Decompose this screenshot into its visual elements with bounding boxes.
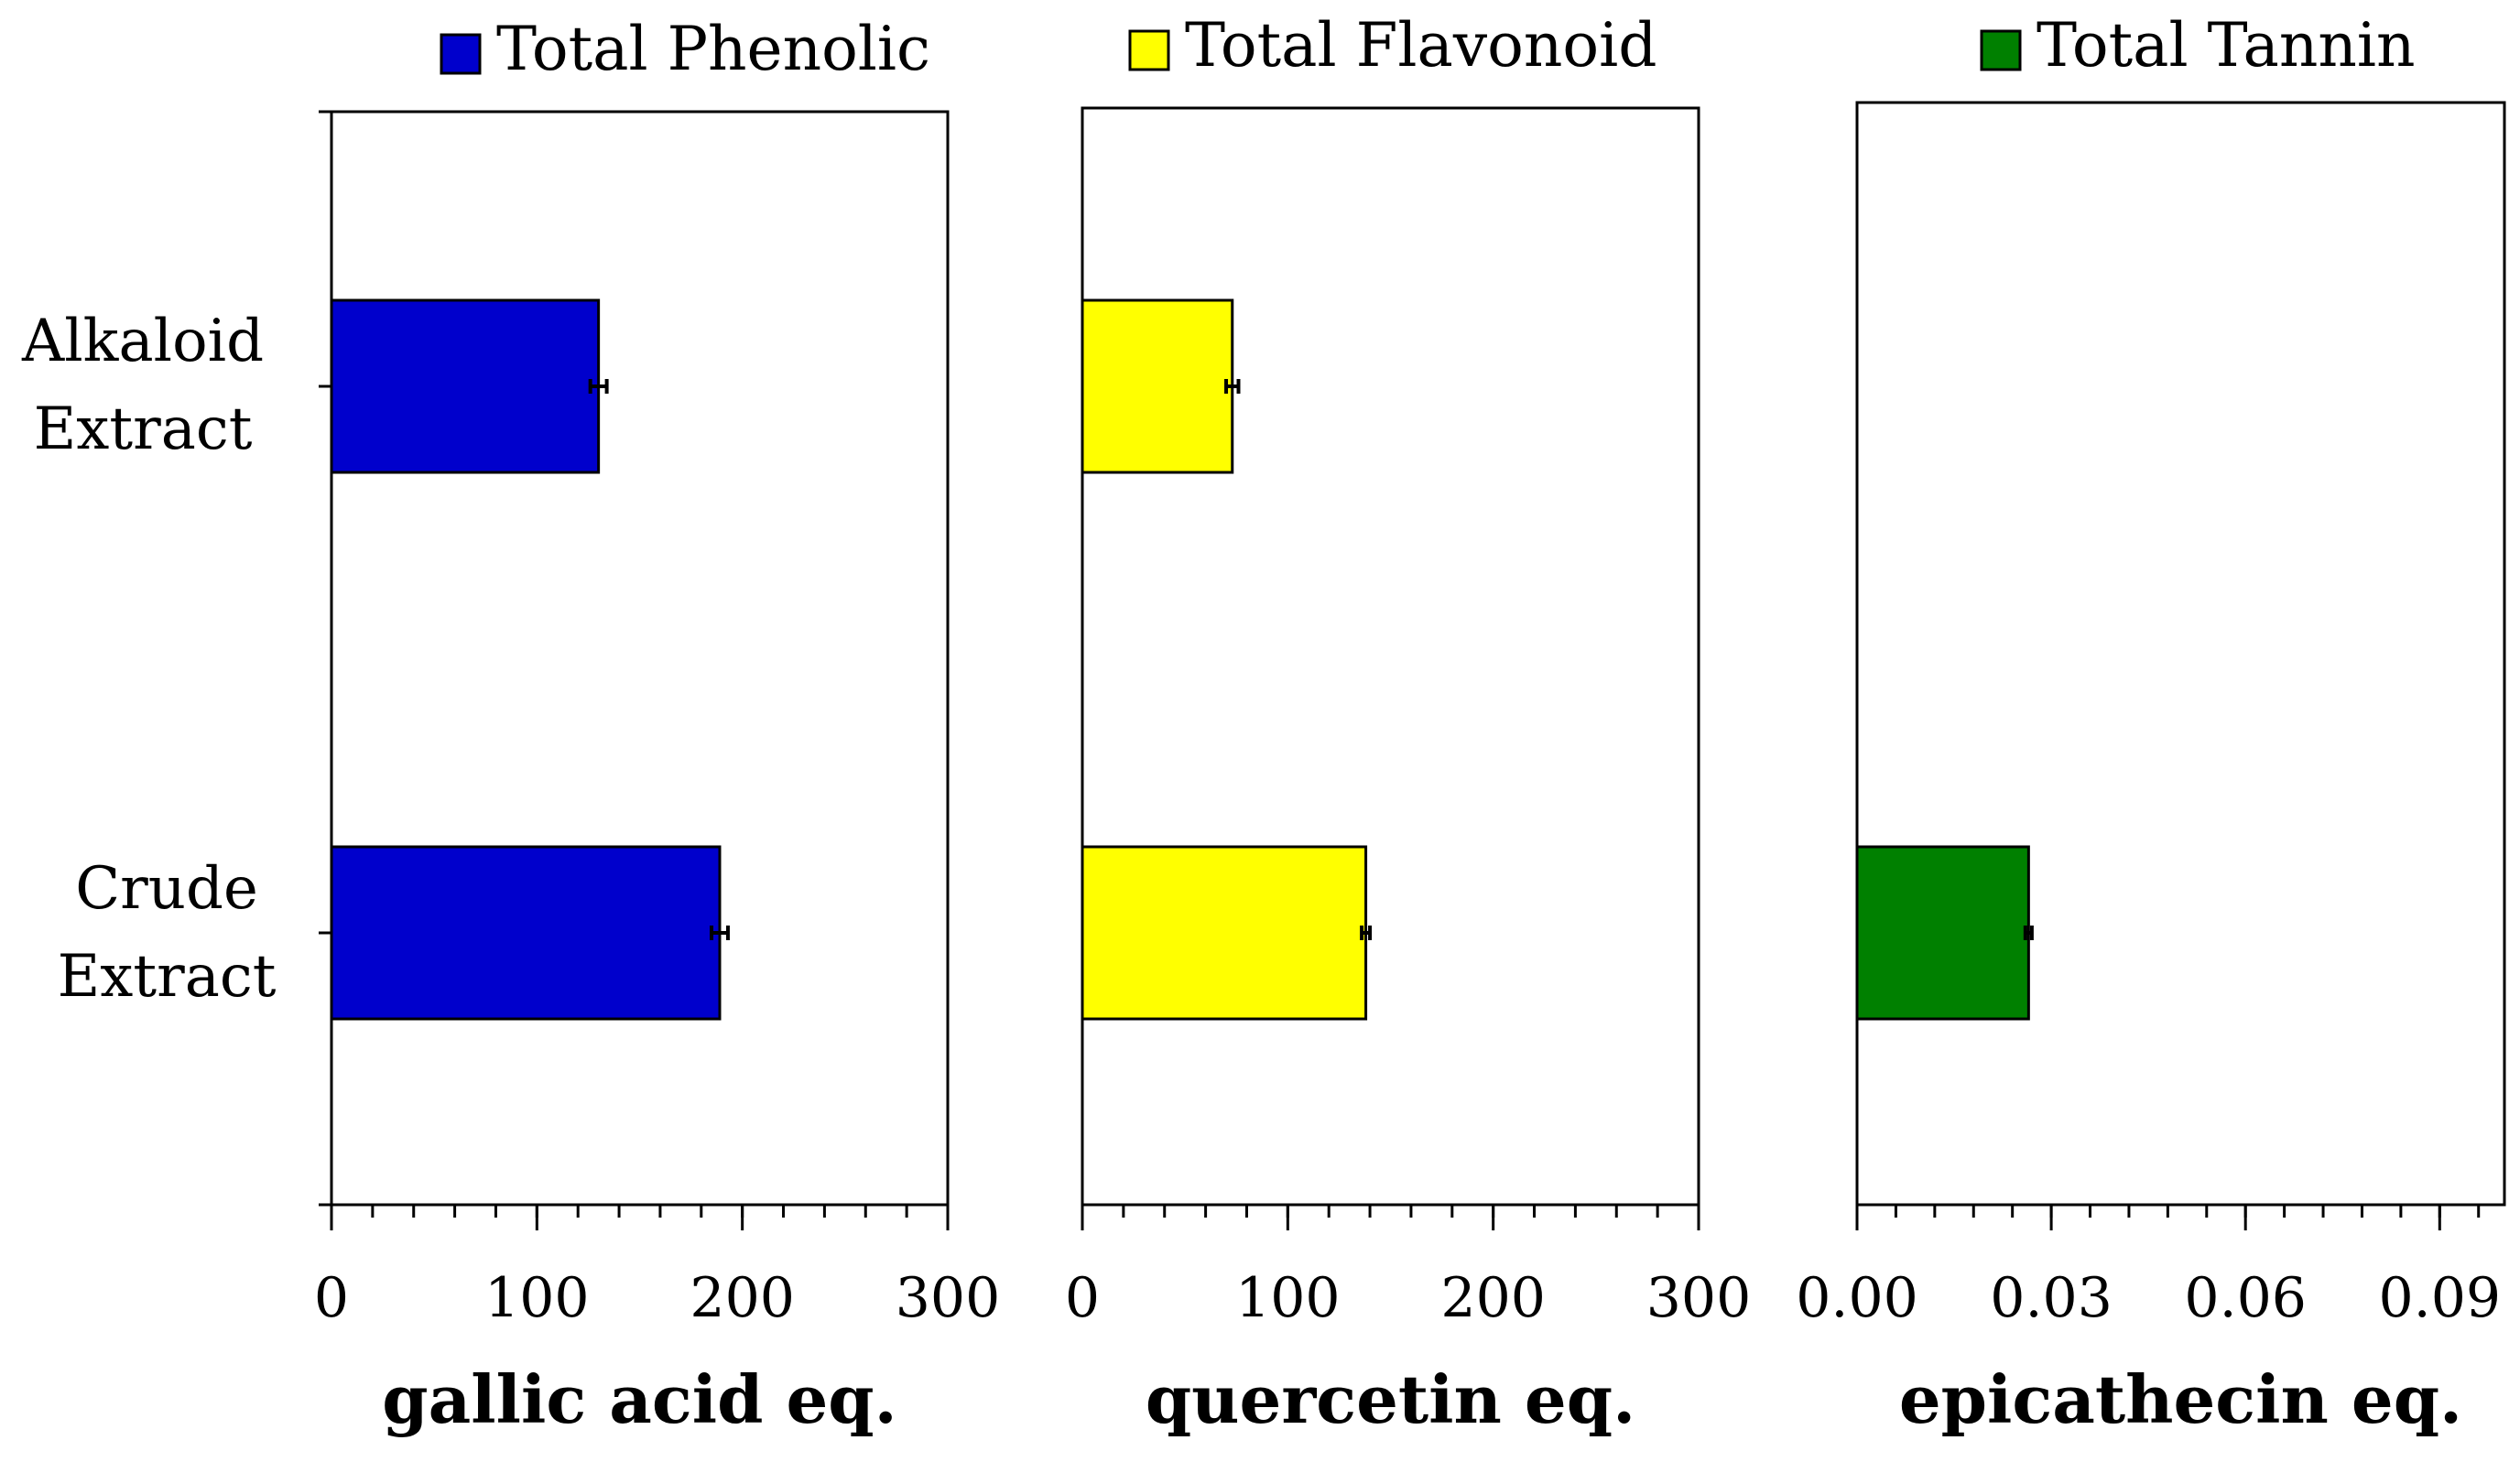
x-tick-label: 0 bbox=[1065, 1266, 1100, 1330]
legend-label: Total Flavonoid bbox=[1185, 10, 1656, 81]
x-axis-label: gallic acid eq. bbox=[382, 1360, 896, 1438]
bar bbox=[1081, 298, 1234, 474]
category-label: Alkaloid Extract bbox=[21, 308, 264, 463]
category-label-line: Extract bbox=[58, 943, 277, 1011]
legend-1: Total Phenolic bbox=[440, 14, 930, 84]
legend-swatch bbox=[440, 33, 482, 75]
plot-frame bbox=[1855, 101, 2506, 1207]
category-label-line: Crude bbox=[75, 855, 258, 923]
legend-label: Total Tannin bbox=[2037, 10, 2415, 81]
x-tick-label: 300 bbox=[1646, 1266, 1752, 1330]
chart-panel-3: Total Tannin 0.00 0.03 0.06 0.09 epicathecin … bbox=[1796, 10, 2506, 1438]
x-tick-label: 100 bbox=[484, 1266, 590, 1330]
bar bbox=[330, 845, 722, 1021]
legend-swatch bbox=[1128, 29, 1170, 71]
plot-frame bbox=[330, 110, 950, 1207]
x-tick-label: 200 bbox=[1440, 1266, 1546, 1330]
category-label-line: Extract bbox=[34, 395, 253, 463]
x-tick-label: 100 bbox=[1235, 1266, 1341, 1330]
x-tick-label: 0.00 bbox=[1796, 1266, 1918, 1330]
x-tick-label: 0.03 bbox=[1990, 1266, 2113, 1330]
legend-3: Total Tannin bbox=[1980, 10, 2415, 81]
category-label-line: Alkaloid bbox=[21, 308, 264, 375]
legend-label: Total Phenolic bbox=[496, 14, 930, 84]
x-axis-label: epicathecin eq. bbox=[1899, 1360, 2462, 1438]
x-tick-label: 0.06 bbox=[2184, 1266, 2307, 1330]
x-tick-label: 200 bbox=[690, 1266, 795, 1330]
legend-swatch bbox=[1980, 29, 2022, 71]
x-axis-label: quercetin eq. bbox=[1146, 1360, 1635, 1438]
legend-2: Total Flavonoid bbox=[1128, 10, 1656, 81]
bar bbox=[1855, 845, 2030, 1021]
x-tick-label: 0.09 bbox=[2379, 1266, 2502, 1330]
bar bbox=[1081, 845, 1368, 1021]
bar bbox=[330, 298, 601, 474]
x-tick-label: 0 bbox=[314, 1266, 349, 1330]
x-tick-label: 300 bbox=[896, 1266, 1001, 1330]
plot-frame bbox=[1081, 106, 1700, 1207]
category-label: Crude Extract bbox=[58, 855, 277, 1011]
